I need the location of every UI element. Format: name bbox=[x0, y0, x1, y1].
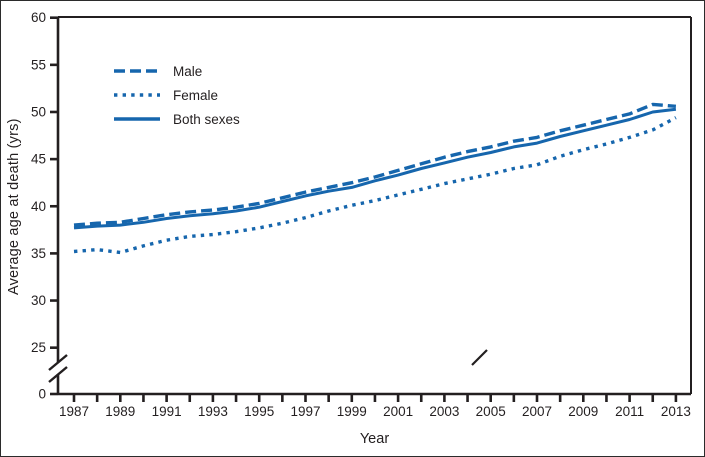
svg-text:1989: 1989 bbox=[105, 404, 135, 419]
svg-text:2003: 2003 bbox=[429, 404, 459, 419]
legend-label-both-sexes: Both sexes bbox=[173, 111, 240, 127]
svg-text:2005: 2005 bbox=[476, 404, 506, 419]
svg-text:2013: 2013 bbox=[661, 404, 691, 419]
both-sexes-solid-line-icon bbox=[114, 117, 160, 121]
svg-text:1991: 1991 bbox=[152, 404, 182, 419]
legend-item-female: Female bbox=[114, 87, 240, 103]
y-axis-title: Average age at death (yrs) bbox=[6, 118, 22, 296]
svg-text:50: 50 bbox=[31, 104, 46, 119]
svg-text:1987: 1987 bbox=[59, 404, 89, 419]
svg-text:1995: 1995 bbox=[244, 404, 274, 419]
legend-item-male: Male bbox=[114, 63, 240, 79]
male-dashed-line-icon bbox=[114, 69, 160, 73]
female-dotted-line-icon bbox=[114, 93, 160, 97]
svg-text:25: 25 bbox=[31, 340, 46, 355]
svg-text:35: 35 bbox=[31, 246, 46, 261]
svg-text:0: 0 bbox=[38, 387, 46, 402]
svg-text:1999: 1999 bbox=[337, 404, 367, 419]
svg-text:2009: 2009 bbox=[568, 404, 598, 419]
svg-text:2011: 2011 bbox=[615, 404, 644, 419]
legend-item-both-sexes: Both sexes bbox=[114, 111, 240, 127]
series-line-both-sexes bbox=[73, 107, 677, 230]
svg-text:60: 60 bbox=[31, 10, 46, 25]
legend-label-female: Female bbox=[173, 87, 219, 103]
x-axis-title: Year bbox=[359, 431, 390, 447]
svg-text:40: 40 bbox=[31, 199, 46, 214]
svg-text:2001: 2001 bbox=[383, 404, 413, 419]
series-line-male bbox=[73, 102, 677, 227]
legend: Male Female Both sexes bbox=[114, 63, 240, 127]
svg-text:55: 55 bbox=[31, 57, 46, 72]
legend-label-male: Male bbox=[173, 63, 203, 79]
svg-text:45: 45 bbox=[31, 152, 46, 167]
svg-text:1993: 1993 bbox=[198, 404, 228, 419]
svg-text:1997: 1997 bbox=[290, 404, 320, 419]
series-line-female bbox=[73, 116, 677, 255]
svg-text:2007: 2007 bbox=[522, 404, 552, 419]
svg-text:30: 30 bbox=[31, 293, 46, 308]
